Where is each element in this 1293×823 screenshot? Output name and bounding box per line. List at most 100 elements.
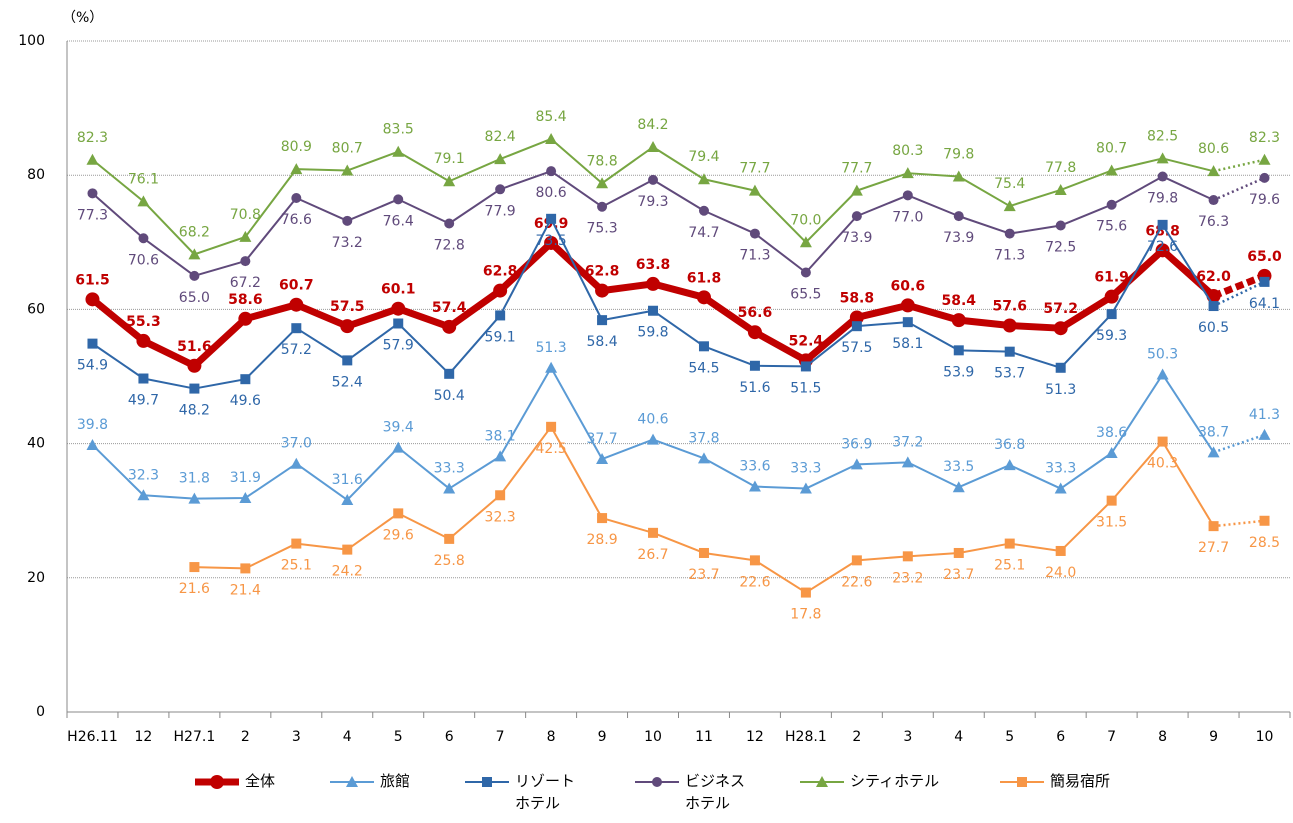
data-label: 73.5 (536, 233, 567, 249)
legend-label: シティホテル (850, 772, 940, 790)
x-tick-label: 9 (1209, 729, 1218, 745)
data-label: 57.6 (992, 299, 1027, 315)
data-label: 79.8 (1147, 191, 1178, 207)
marker (1258, 428, 1271, 440)
data-label: 51.3 (536, 340, 567, 356)
data-label: 80.6 (536, 185, 567, 201)
marker (1053, 321, 1068, 336)
data-label: 52.4 (789, 333, 824, 349)
marker (188, 492, 201, 504)
marker (646, 276, 661, 291)
data-label: 65.0 (1247, 249, 1282, 265)
legend-marker (816, 776, 828, 787)
data-label: 63.8 (636, 257, 671, 273)
marker (494, 153, 507, 165)
data-label: 48.2 (179, 403, 210, 419)
x-tick-label: H27.1 (174, 729, 216, 745)
marker (1156, 368, 1169, 380)
data-label: 17.8 (790, 607, 821, 623)
marker (851, 555, 862, 566)
legend-item: リゾート ホテル (465, 770, 575, 814)
data-label: 72.6 (1147, 239, 1178, 255)
data-label: 58.1 (892, 336, 923, 352)
data-label: 60.6 (891, 278, 926, 294)
marker (1003, 200, 1016, 212)
marker (291, 323, 302, 334)
x-tick-label: 10 (1256, 729, 1274, 745)
marker (698, 547, 709, 558)
data-label: 51.5 (790, 380, 821, 396)
x-tick-label: 4 (343, 729, 352, 745)
marker (597, 315, 608, 326)
marker (341, 493, 354, 505)
marker (799, 482, 812, 494)
data-label: 61.9 (1094, 270, 1129, 286)
data-label: 84.2 (637, 117, 668, 133)
marker (901, 456, 914, 468)
marker (1104, 289, 1119, 304)
marker (1054, 183, 1067, 195)
data-label: 64.1 (1249, 296, 1280, 312)
data-label: 36.8 (994, 437, 1025, 453)
data-label: 60.7 (279, 278, 314, 294)
legend-marker (346, 776, 358, 787)
marker (495, 184, 506, 195)
data-label: 38.7 (1198, 424, 1229, 440)
x-tick-label: H26.11 (67, 729, 118, 745)
data-label: 80.3 (892, 143, 923, 159)
marker (342, 215, 353, 226)
marker (443, 482, 456, 494)
x-tick-label: 9 (598, 729, 607, 745)
marker (748, 184, 761, 196)
data-label: 58.8 (840, 290, 875, 306)
legend-swatch (1000, 777, 1044, 787)
data-label: 29.6 (383, 527, 414, 543)
data-label: 23.7 (943, 567, 974, 583)
data-label: 24.0 (1045, 565, 1076, 581)
marker (138, 373, 149, 384)
legend-swatch (800, 776, 844, 787)
marker (239, 230, 252, 242)
marker (1259, 172, 1270, 183)
marker (1157, 219, 1168, 230)
marker (1105, 164, 1118, 176)
data-label: 49.7 (128, 393, 159, 409)
data-label: 21.4 (230, 582, 261, 598)
marker (188, 248, 201, 260)
marker (851, 321, 862, 332)
data-label: 80.7 (1096, 141, 1127, 157)
series: 39.8 32.3 31.8 31.9 37.0 31.6 39.4 33.3 38.1 51.3… (77, 340, 1280, 505)
x-tick-label: 3 (292, 729, 301, 745)
data-label: 39.4 (383, 420, 414, 436)
data-label: 85.4 (536, 109, 567, 125)
data-label: 26.7 (637, 547, 668, 563)
data-label: 77.3 (77, 207, 108, 223)
marker (597, 513, 608, 524)
data-label: 73.2 (332, 235, 363, 251)
legend-label: 簡易宿所 (1050, 772, 1111, 790)
y-tick-label: 40 (27, 436, 45, 452)
data-label: 83.5 (383, 122, 414, 138)
marker (392, 441, 405, 453)
marker (393, 194, 404, 205)
data-label: 79.8 (943, 147, 974, 163)
x-tick-label: 12 (746, 729, 764, 745)
data-label: 76.3 (1198, 214, 1229, 230)
marker (1002, 318, 1017, 333)
marker (342, 544, 353, 555)
marker (393, 508, 404, 519)
marker (1259, 515, 1270, 526)
data-label: 28.9 (586, 532, 617, 548)
data-label: 37.7 (586, 431, 617, 447)
data-label: 79.4 (688, 149, 719, 165)
marker (1157, 171, 1168, 182)
data-label: 33.3 (1045, 461, 1076, 477)
marker (86, 153, 99, 165)
legend-item: シティホテル (800, 770, 939, 792)
data-label: 82.5 (1147, 128, 1178, 144)
series: 21.6 21.4 25.1 24.2 29.6 25.8 32.3 42.5 28.9 26.7… (179, 421, 1280, 623)
data-label: 82.4 (485, 129, 516, 145)
marker (953, 547, 964, 558)
marker (546, 213, 557, 224)
data-label: 25.1 (994, 558, 1025, 574)
